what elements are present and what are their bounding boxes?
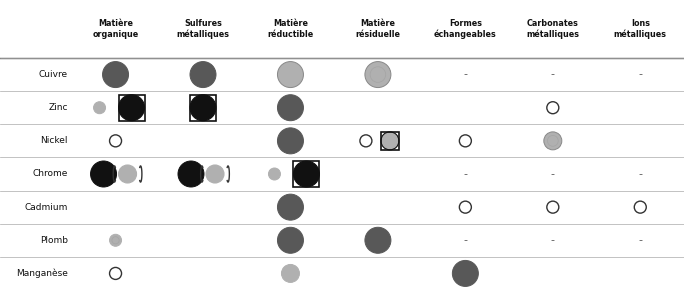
Text: -: - bbox=[638, 169, 642, 179]
Circle shape bbox=[268, 168, 280, 180]
Circle shape bbox=[103, 61, 129, 88]
Text: Plomb: Plomb bbox=[40, 236, 68, 245]
Text: -: - bbox=[463, 70, 467, 79]
Text: Cuivre: Cuivre bbox=[39, 70, 68, 79]
Text: Nickel: Nickel bbox=[40, 136, 68, 145]
Circle shape bbox=[190, 95, 216, 121]
Text: Formes
échangeables: Formes échangeables bbox=[434, 19, 497, 39]
Circle shape bbox=[90, 161, 116, 187]
Circle shape bbox=[118, 95, 144, 121]
Text: Manganèse: Manganèse bbox=[16, 269, 68, 278]
Circle shape bbox=[381, 132, 399, 150]
Circle shape bbox=[365, 227, 391, 253]
Text: Matière
réductible: Matière réductible bbox=[267, 19, 313, 39]
Circle shape bbox=[109, 234, 122, 246]
Text: -: - bbox=[551, 70, 555, 79]
Text: -: - bbox=[551, 169, 555, 179]
Bar bbox=[381, 132, 399, 150]
Circle shape bbox=[544, 132, 562, 150]
Text: Zinc: Zinc bbox=[49, 103, 68, 112]
Text: Cadmium: Cadmium bbox=[25, 203, 68, 212]
Bar bbox=[293, 161, 319, 187]
Circle shape bbox=[190, 61, 216, 88]
Circle shape bbox=[370, 67, 386, 82]
Text: -: - bbox=[463, 235, 467, 245]
Text: Matière
résiduelle: Matière résiduelle bbox=[356, 19, 400, 39]
Circle shape bbox=[278, 61, 304, 88]
Text: -: - bbox=[638, 70, 642, 79]
Circle shape bbox=[452, 260, 478, 287]
Circle shape bbox=[112, 237, 119, 244]
Text: Sulfures
métalliques: Sulfures métalliques bbox=[176, 19, 230, 39]
Circle shape bbox=[278, 194, 304, 220]
Circle shape bbox=[293, 161, 319, 187]
Text: Chrome: Chrome bbox=[32, 169, 68, 179]
Circle shape bbox=[278, 95, 304, 121]
Circle shape bbox=[206, 165, 224, 183]
Circle shape bbox=[118, 165, 137, 183]
Text: -: - bbox=[463, 169, 467, 179]
Text: Carbonates
métalliques: Carbonates métalliques bbox=[526, 19, 579, 39]
Text: Matière
organique: Matière organique bbox=[92, 19, 139, 39]
Circle shape bbox=[278, 128, 304, 154]
Circle shape bbox=[281, 264, 300, 282]
Text: -: - bbox=[551, 235, 555, 245]
Text: -: - bbox=[638, 235, 642, 245]
Circle shape bbox=[178, 161, 204, 187]
Circle shape bbox=[365, 61, 391, 88]
Circle shape bbox=[278, 227, 304, 253]
Circle shape bbox=[94, 102, 105, 114]
Circle shape bbox=[547, 135, 558, 146]
Text: Ions
métalliques: Ions métalliques bbox=[614, 19, 667, 39]
Bar bbox=[190, 95, 216, 121]
Bar bbox=[118, 95, 144, 121]
